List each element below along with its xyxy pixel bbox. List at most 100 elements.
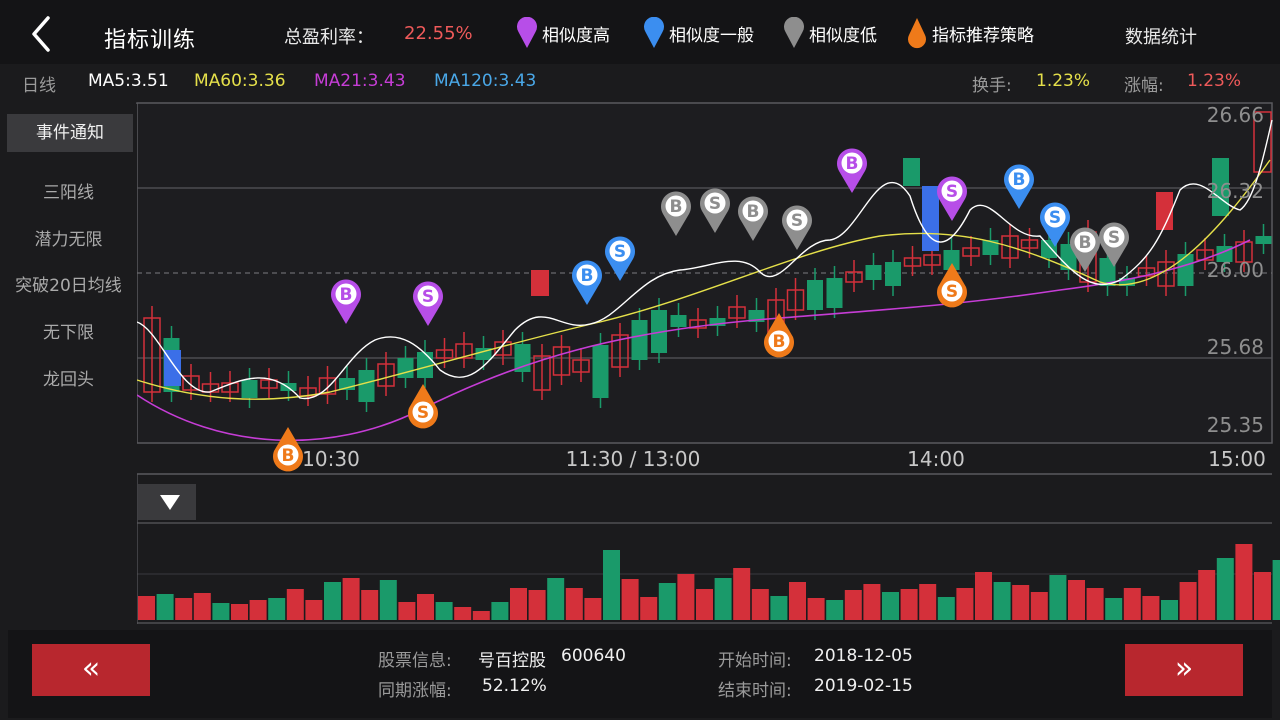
strategy-break-20ma[interactable]: 突破20日均线 <box>15 276 122 296</box>
legend-label: 指标推荐策略 <box>932 25 1034 46</box>
candle-body <box>1099 258 1116 286</box>
total-profit-label: 总盈利率： <box>284 27 374 48</box>
marker-letter: S <box>946 282 958 302</box>
candle-body <box>358 370 375 402</box>
marker-letter: S <box>422 287 434 307</box>
candle-body <box>728 306 746 319</box>
previous-button[interactable]: « <box>32 644 150 696</box>
marker-pin-icon: S <box>1099 222 1129 267</box>
candlesticks <box>143 111 1272 412</box>
purple-marker-icon <box>517 17 537 48</box>
back-button[interactable] <box>22 14 58 54</box>
marker-pin-icon: S <box>1040 202 1070 247</box>
price-tick-label: 25.35 <box>1207 413 1264 437</box>
marker-letter: B <box>1013 170 1026 190</box>
end-time-label: 结束时间: <box>718 681 792 701</box>
event-notification-button[interactable]: 事件通知 <box>7 114 133 152</box>
volume-bar <box>621 579 639 620</box>
strategy-dragon-return[interactable]: 龙回头 <box>43 370 94 390</box>
candle-body <box>397 358 414 378</box>
marker-pin-icon: B <box>1003 164 1034 209</box>
strategy-unlimited-potential[interactable]: 潜力无限 <box>34 230 103 250</box>
orange-drop-icon: B <box>273 427 303 472</box>
volume-bar <box>733 568 751 620</box>
orange-drop-icon: S <box>408 384 438 429</box>
volume-bar <box>1049 575 1067 620</box>
marker-letter: B <box>846 154 859 174</box>
volume-bar <box>1123 588 1141 620</box>
orange-drop-icon: B <box>764 313 794 358</box>
candle-body <box>903 158 920 186</box>
candle-body <box>1020 239 1039 249</box>
volume-bar <box>1161 600 1178 620</box>
candle-body <box>572 359 590 373</box>
volume-bar <box>677 574 695 620</box>
legend-label: 相似度高 <box>542 25 610 46</box>
candle-body <box>241 380 258 398</box>
volume-bar <box>156 594 174 620</box>
volume-bar <box>863 584 881 620</box>
strategy-three-yang[interactable]: 三阳线 <box>43 183 94 203</box>
volume-bar <box>175 598 193 620</box>
volume-bar <box>305 600 323 620</box>
next-button[interactable]: » <box>1125 644 1243 696</box>
volume-bar <box>1216 558 1234 620</box>
volume-bar <box>472 611 490 620</box>
candle-body <box>962 247 980 257</box>
candle-body <box>552 346 571 376</box>
volume-bar <box>565 588 583 620</box>
volume-bar <box>286 589 304 620</box>
end-time-value: 2019-02-15 <box>814 676 913 696</box>
candle-body <box>182 375 200 391</box>
indicator-row: 日线 MA5:3.51 MA60:3.36 MA21:3.43 MA120:3.… <box>0 64 1280 100</box>
volume-bar <box>919 584 937 620</box>
volume-bar <box>789 582 806 620</box>
volume-bar <box>696 589 713 620</box>
candle-body <box>826 278 843 308</box>
marker-pin-icon: S <box>937 176 967 221</box>
ma5-value: MA5:3.51 <box>88 71 169 91</box>
volume-bars <box>138 544 1280 620</box>
volume-bar <box>975 572 992 620</box>
marker-pin-icon: B <box>331 279 361 324</box>
ma21-value: MA21:3.43 <box>314 71 406 91</box>
marker-letter: S <box>1108 228 1120 248</box>
candle-body <box>533 355 551 391</box>
volume-bar <box>193 593 211 620</box>
candle-body <box>865 265 882 280</box>
volume-bar <box>138 596 155 620</box>
marker-pin-icon: S <box>782 205 813 250</box>
candle-body <box>1177 254 1194 286</box>
volume-bar <box>584 598 602 620</box>
strategy-sidebar: 事件通知 三阳线 潜力无限 突破20日均线 无下限 龙回头 <box>0 104 137 624</box>
stock-code: 600640 <box>561 646 626 666</box>
volume-bar <box>435 602 453 620</box>
candle-body <box>592 345 609 398</box>
marker-pin-icon: B <box>1070 227 1100 272</box>
volume-bar <box>454 607 472 620</box>
marker-letter: B <box>340 285 353 305</box>
strategy-no-lower-limit[interactable]: 无下限 <box>43 323 94 343</box>
stock-name: 号百控股 <box>478 651 546 671</box>
footer-bar: « 股票信息: 号百控股 600640 同期涨幅: 52.12% 开始时间: 2… <box>0 628 1280 720</box>
volume-bar <box>1012 585 1030 620</box>
top-bar: 指标训练 总盈利率： 22.55% 相似度高 相似度一般 相似度低 指标推荐策略… <box>0 0 1280 64</box>
legend-recommended-strategy: 指标推荐策略 <box>906 17 1034 49</box>
marker-letter: B <box>670 197 683 217</box>
candle-body <box>1253 111 1272 173</box>
volume-bar <box>993 582 1011 620</box>
marker-letter: B <box>747 202 760 222</box>
volume-bar <box>231 604 248 620</box>
orange-drop-icon: S <box>937 263 968 308</box>
volume-bar <box>547 578 565 620</box>
period-change-value: 52.12% <box>482 676 547 696</box>
candle-body <box>922 186 939 251</box>
price-tick-label: 26.66 <box>1207 103 1264 127</box>
period-label: 日线 <box>22 76 56 96</box>
gray-marker-icon <box>784 17 804 48</box>
candle-body <box>903 257 922 267</box>
data-statistics-button[interactable]: 数据统计 <box>1125 27 1197 48</box>
footer-panel: « 股票信息: 号百控股 600640 同期涨幅: 52.12% 开始时间: 2… <box>8 630 1272 718</box>
legend-similarity-low: 相似度低 <box>783 17 877 49</box>
